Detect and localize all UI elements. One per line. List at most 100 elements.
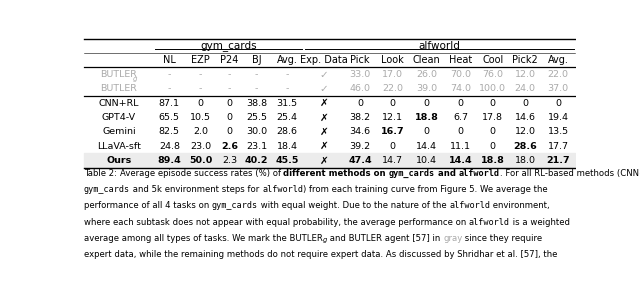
- Text: 76.0: 76.0: [483, 70, 503, 79]
- Text: 38.8: 38.8: [246, 99, 268, 108]
- Text: 39.0: 39.0: [416, 84, 437, 93]
- Text: with equal weight. Due to the nature of the: with equal weight. Due to the nature of …: [258, 201, 449, 211]
- Text: Clean: Clean: [413, 55, 440, 65]
- Text: 70.0: 70.0: [450, 70, 471, 79]
- Text: 22.0: 22.0: [548, 70, 569, 79]
- Text: BUTLER: BUTLER: [100, 84, 138, 93]
- Text: alfworld: alfworld: [262, 185, 303, 194]
- Text: 18.8: 18.8: [481, 156, 505, 165]
- Text: 25.5: 25.5: [246, 113, 268, 122]
- Text: 2.3: 2.3: [222, 156, 237, 165]
- Text: gym_cards: gym_cards: [212, 201, 258, 211]
- Text: different methods on: different methods on: [284, 169, 389, 178]
- Text: performance of all 4 tasks on: performance of all 4 tasks on: [84, 201, 212, 211]
- Text: BUTLER: BUTLER: [100, 70, 138, 79]
- Text: CNN+RL: CNN+RL: [99, 99, 139, 108]
- Text: 34.6: 34.6: [349, 127, 371, 136]
- Text: Look: Look: [381, 55, 404, 65]
- Text: 12.1: 12.1: [382, 113, 403, 122]
- Text: Ours: Ours: [106, 156, 132, 165]
- Text: 16.7: 16.7: [381, 127, 404, 136]
- Text: BJ: BJ: [252, 55, 262, 65]
- Text: 17.8: 17.8: [483, 113, 503, 122]
- Text: -: -: [285, 84, 289, 93]
- Text: 74.0: 74.0: [450, 84, 471, 93]
- Text: 2.6: 2.6: [221, 142, 238, 151]
- Text: 14.7: 14.7: [382, 156, 403, 165]
- Text: 0: 0: [555, 99, 561, 108]
- Text: 10.4: 10.4: [416, 156, 437, 165]
- Text: Average episode success rates (%) of: Average episode success rates (%) of: [120, 169, 284, 178]
- Text: alfworld: alfworld: [419, 41, 460, 51]
- Text: since they require: since they require: [462, 234, 543, 243]
- Text: gym_cards: gym_cards: [84, 185, 130, 194]
- Text: is a weighted: is a weighted: [510, 218, 570, 227]
- Text: -: -: [255, 84, 259, 93]
- Text: -: -: [255, 70, 259, 79]
- Text: Avg.: Avg.: [276, 55, 298, 65]
- Text: where each subtask does not appear with equal probability, the average performan: where each subtask does not appear with …: [84, 218, 469, 227]
- Text: alfworld: alfworld: [459, 169, 500, 178]
- Text: 0: 0: [357, 99, 364, 108]
- Text: 89.4: 89.4: [157, 156, 181, 165]
- Text: gym_cards: gym_cards: [200, 40, 257, 51]
- Text: gray: gray: [443, 234, 462, 243]
- Text: . For all RL-based methods (CNN+RL and our method), we present the peak numbers : . For all RL-based methods (CNN+RL and o…: [500, 169, 640, 178]
- Text: 0: 0: [522, 99, 528, 108]
- Text: LLaVA-sft: LLaVA-sft: [97, 142, 141, 151]
- Text: -: -: [168, 70, 171, 79]
- Text: ✗: ✗: [319, 98, 328, 108]
- Text: and: and: [435, 169, 459, 178]
- Text: Table 2:: Table 2:: [84, 169, 120, 178]
- Text: 24.8: 24.8: [159, 142, 180, 151]
- Text: 10.5: 10.5: [190, 113, 211, 122]
- Text: 31.5: 31.5: [276, 99, 298, 108]
- Text: 0: 0: [227, 127, 232, 136]
- Text: 24.0: 24.0: [515, 84, 536, 93]
- Text: 65.5: 65.5: [159, 113, 180, 122]
- Text: g: g: [132, 76, 137, 82]
- Text: 0: 0: [458, 127, 463, 136]
- Text: 46.0: 46.0: [349, 84, 371, 93]
- Text: and 5k environment steps for: and 5k environment steps for: [130, 185, 262, 194]
- Text: expert data, while the remaining methods do not require expert data. As discusse: expert data, while the remaining methods…: [84, 250, 557, 259]
- Text: 21.7: 21.7: [547, 156, 570, 165]
- Text: 18.8: 18.8: [415, 113, 438, 122]
- Text: 12.0: 12.0: [515, 127, 536, 136]
- Text: ) from each training curve from Figure 5. We average the: ) from each training curve from Figure 5…: [303, 185, 548, 194]
- Text: 82.5: 82.5: [159, 127, 180, 136]
- Text: 13.5: 13.5: [548, 127, 569, 136]
- Text: 26.0: 26.0: [416, 70, 437, 79]
- Text: 39.2: 39.2: [349, 142, 371, 151]
- Text: alfworld: alfworld: [449, 201, 490, 211]
- Text: 11.1: 11.1: [450, 142, 471, 151]
- Text: 0: 0: [490, 127, 496, 136]
- Text: 18.0: 18.0: [515, 156, 536, 165]
- Text: 40.2: 40.2: [245, 156, 268, 165]
- Text: -: -: [168, 84, 171, 93]
- Text: 50.0: 50.0: [189, 156, 212, 165]
- Text: alfworld: alfworld: [469, 218, 510, 227]
- Text: Exp. Data: Exp. Data: [300, 55, 348, 65]
- Text: ✗: ✗: [319, 113, 328, 123]
- Text: P24: P24: [220, 55, 239, 65]
- Text: 0: 0: [390, 99, 396, 108]
- Text: ✓: ✓: [319, 84, 328, 94]
- Text: Heat: Heat: [449, 55, 472, 65]
- Text: -: -: [199, 84, 202, 93]
- Text: 0: 0: [490, 99, 496, 108]
- Text: Pick2: Pick2: [512, 55, 538, 65]
- Text: 38.2: 38.2: [349, 113, 371, 122]
- Text: and BUTLER agent [57] in: and BUTLER agent [57] in: [327, 234, 443, 243]
- Text: ✗: ✗: [319, 156, 328, 166]
- Text: 47.4: 47.4: [348, 156, 372, 165]
- Text: GPT4-V: GPT4-V: [102, 113, 136, 122]
- Text: 87.1: 87.1: [159, 99, 180, 108]
- Text: EZP: EZP: [191, 55, 210, 65]
- Text: 23.0: 23.0: [190, 142, 211, 151]
- Text: NL: NL: [163, 55, 176, 65]
- Text: -: -: [285, 70, 289, 79]
- Text: 33.0: 33.0: [349, 70, 371, 79]
- Text: 0: 0: [227, 113, 232, 122]
- Text: 12.0: 12.0: [515, 70, 536, 79]
